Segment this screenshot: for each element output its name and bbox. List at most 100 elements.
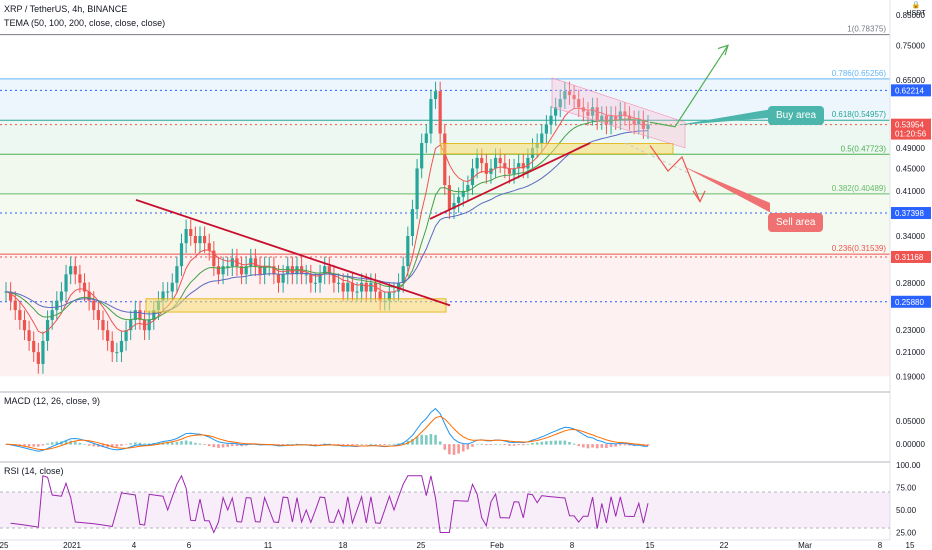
time-tick-label: 6 (187, 541, 192, 550)
candle (461, 190, 465, 197)
fib-label-0.236: 0.236(0.31539) (832, 244, 887, 253)
macd-histogram-bar (332, 444, 336, 445)
macd-histogram-bar (558, 440, 562, 445)
candle (258, 266, 262, 275)
candle (166, 291, 170, 293)
candle (346, 282, 350, 292)
candle (249, 258, 253, 267)
candle (96, 310, 100, 320)
candle (212, 250, 216, 267)
macd-histogram-bar (50, 442, 54, 445)
candle (484, 163, 488, 174)
fib-zone (0, 78, 890, 121)
price-tick-label: 0.19000 (896, 372, 925, 381)
candle (517, 163, 521, 169)
macd-histogram-bar (577, 444, 581, 447)
macd-histogram-bar (452, 444, 456, 455)
descending-trendline (135, 198, 451, 307)
time-tick-label: 25 (0, 541, 9, 550)
macd-histogram-bar (364, 444, 368, 445)
candle (332, 274, 336, 283)
fib-label-0.5: 0.5(0.47723) (841, 144, 887, 153)
macd-histogram-bar (27, 444, 31, 447)
macd-histogram-bar (378, 444, 382, 446)
candle (503, 163, 507, 169)
macd-histogram-bar (235, 444, 239, 446)
candle (59, 291, 64, 301)
macd-histogram-bar (221, 444, 225, 448)
candle (64, 274, 68, 292)
macd-histogram-bar (512, 444, 516, 446)
candle (554, 107, 558, 116)
candle (637, 120, 641, 125)
candle (452, 202, 456, 210)
candle (9, 291, 13, 301)
price-tag-label: 01:20:56 (895, 130, 927, 139)
price-tag (891, 295, 931, 308)
candle (433, 91, 438, 100)
candle (590, 107, 595, 116)
candle (221, 266, 225, 275)
macd-histogram-bar (425, 435, 428, 445)
candle (203, 235, 207, 244)
bullish-arrowhead (717, 44, 729, 56)
candle (106, 330, 110, 341)
macd-histogram-bar (351, 444, 354, 446)
macd-histogram-bar (623, 444, 627, 446)
macd-histogram-bar (32, 444, 36, 447)
macd-histogram-bar (461, 444, 465, 452)
candle (138, 310, 142, 320)
candle (350, 282, 355, 292)
macd-histogram-bar (582, 444, 585, 448)
candle (253, 258, 258, 267)
macd-histogram-bar (175, 442, 179, 445)
candle (614, 115, 618, 121)
candle (609, 115, 613, 125)
candle (78, 274, 82, 283)
candle (244, 266, 248, 275)
time-tick-label: 22 (720, 541, 729, 550)
candle (470, 168, 475, 186)
macd-histogram-bar (189, 441, 193, 445)
candle (309, 274, 313, 283)
macd-pane-label: MACD (12, 26, close, 9) (4, 396, 101, 406)
price-tick-label: 0.75000 (896, 41, 925, 50)
macd-histogram-bar (586, 444, 590, 449)
macd-histogram-bar (503, 444, 507, 446)
price-tag-label: 0.31168 (895, 253, 924, 262)
currency-label[interactable]: 🔒 USDT (906, 2, 926, 17)
macd-histogram-bar (304, 444, 308, 445)
candle (226, 266, 230, 268)
candle (230, 258, 234, 267)
macd-histogram-bar (147, 443, 151, 445)
time-tick-label: 11 (264, 541, 273, 550)
macd-histogram-bar (535, 442, 539, 445)
candle (318, 274, 322, 283)
price-tick-label: 0.45000 (896, 164, 925, 173)
candle (378, 291, 382, 301)
bearish-projection-arrow (649, 145, 701, 202)
macd-histogram-bar (78, 442, 82, 445)
macd-histogram-bar (531, 442, 534, 445)
sell-callout-pointer (682, 165, 770, 213)
ascending-trendline (429, 142, 591, 220)
macd-histogram-bar (471, 444, 474, 447)
candle (124, 330, 128, 341)
candle (110, 340, 114, 353)
time-tick-label: 8 (878, 541, 883, 550)
fib-label-0.786: 0.786(0.65256) (832, 69, 887, 78)
candle (175, 266, 179, 283)
candle (420, 143, 424, 169)
macd-histogram-bar (568, 441, 571, 445)
macd-tick-label: 0.00000 (896, 440, 925, 449)
macd-histogram-bar (411, 439, 414, 445)
macd-histogram-bar (429, 434, 433, 445)
time-tick-label: Mar (798, 541, 812, 550)
time-tick-label: 18 (339, 541, 348, 550)
macd-histogram-bar (138, 442, 142, 445)
candle (563, 91, 567, 100)
time-tick-label: 4 (132, 541, 137, 550)
candle (170, 282, 174, 292)
macd-histogram-bar (198, 443, 202, 445)
